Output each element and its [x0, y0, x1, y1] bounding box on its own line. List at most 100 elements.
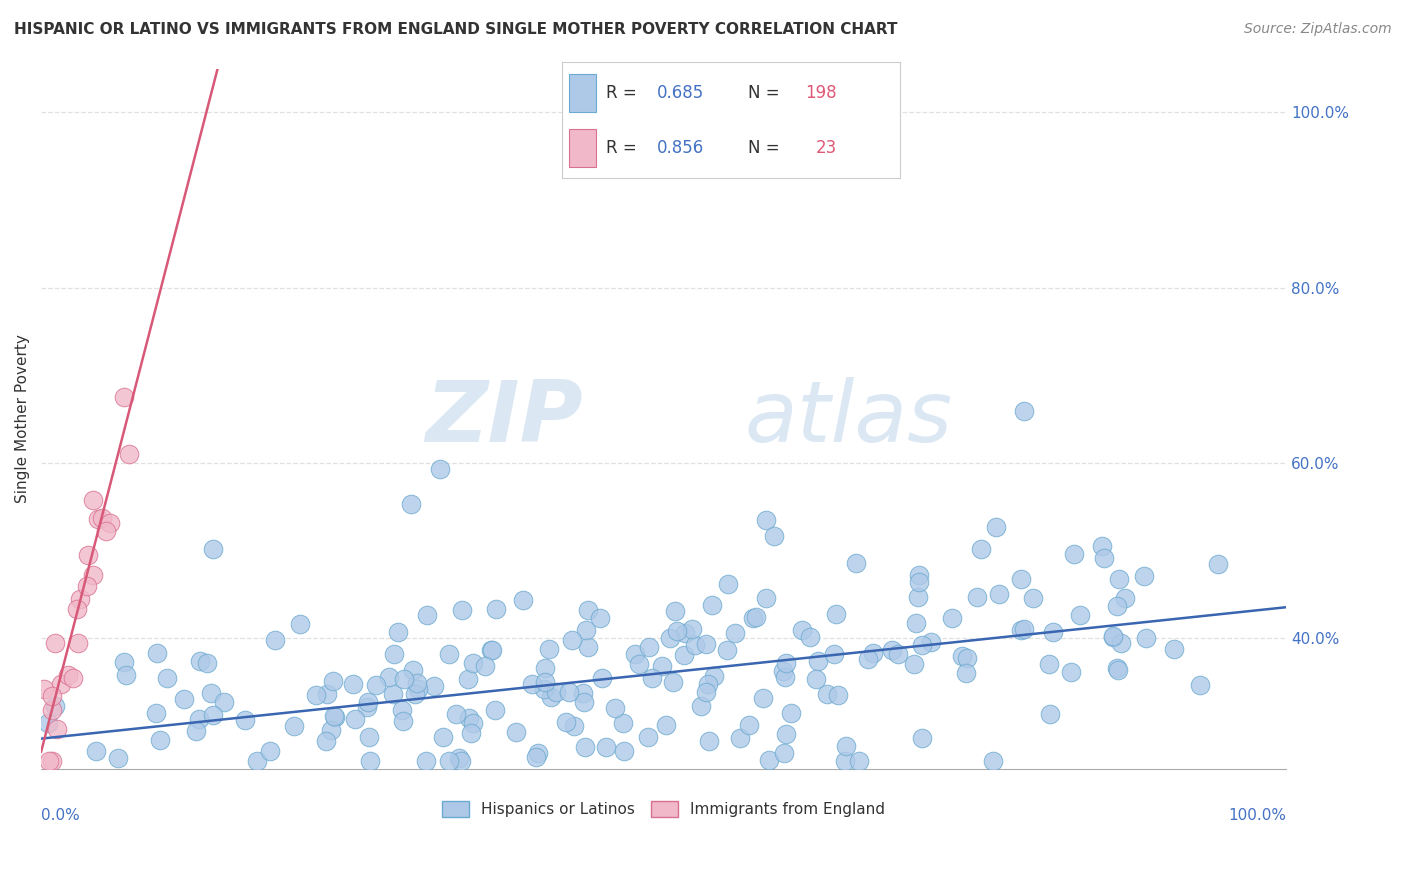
Point: [391, 703, 413, 717]
Text: 198: 198: [806, 84, 837, 102]
Point: [758, 753, 780, 767]
Point: [259, 744, 281, 758]
Point: [96, 524, 118, 539]
Point: [405, 675, 427, 690]
Point: [344, 713, 367, 727]
Point: [485, 602, 508, 616]
Point: [44, 698, 66, 713]
Point: [114, 668, 136, 682]
Point: [603, 701, 626, 715]
Point: [717, 577, 740, 591]
Point: [681, 623, 703, 637]
Point: [87, 512, 110, 526]
Point: [984, 520, 1007, 534]
Point: [825, 607, 848, 621]
Point: [1094, 550, 1116, 565]
Point: [357, 695, 380, 709]
Point: [112, 390, 135, 404]
Text: 0.0%: 0.0%: [41, 808, 80, 822]
Point: [773, 670, 796, 684]
Point: [779, 706, 801, 721]
Point: [799, 630, 821, 644]
Point: [505, 725, 527, 739]
Point: [745, 610, 768, 624]
Point: [399, 497, 422, 511]
Point: [558, 685, 581, 699]
Point: [323, 708, 346, 723]
Point: [1114, 591, 1136, 606]
Point: [32, 682, 55, 697]
Point: [316, 687, 339, 701]
Point: [1060, 665, 1083, 680]
Point: [378, 670, 401, 684]
Point: [595, 740, 617, 755]
Point: [62, 671, 84, 685]
Point: [404, 687, 426, 701]
Point: [76, 579, 98, 593]
Point: [907, 590, 929, 604]
Point: [728, 731, 751, 746]
Point: [173, 691, 195, 706]
Point: [562, 719, 585, 733]
Point: [1189, 678, 1212, 692]
Point: [447, 751, 470, 765]
Point: [651, 659, 673, 673]
Point: [305, 688, 328, 702]
Point: [834, 754, 856, 768]
Point: [402, 663, 425, 677]
Point: [323, 710, 346, 724]
Point: [512, 593, 534, 607]
Point: [752, 691, 775, 706]
Point: [654, 717, 676, 731]
Point: [1101, 629, 1123, 643]
Point: [77, 548, 100, 562]
Point: [724, 626, 747, 640]
Point: [804, 672, 827, 686]
FancyBboxPatch shape: [569, 129, 596, 167]
FancyBboxPatch shape: [569, 74, 596, 112]
Point: [703, 669, 725, 683]
Point: [58, 667, 80, 681]
Point: [574, 740, 596, 755]
Point: [907, 568, 929, 582]
Point: [1014, 403, 1036, 417]
Point: [554, 715, 576, 730]
Point: [145, 706, 167, 720]
Point: [845, 556, 868, 570]
Point: [481, 643, 503, 657]
Point: [772, 665, 794, 679]
Point: [716, 643, 738, 657]
Point: [200, 686, 222, 700]
Point: [382, 687, 405, 701]
Point: [627, 657, 650, 671]
Point: [637, 640, 659, 654]
Point: [457, 711, 479, 725]
Point: [641, 671, 664, 685]
Point: [908, 574, 931, 589]
Point: [484, 703, 506, 717]
Point: [233, 713, 256, 727]
Point: [188, 712, 211, 726]
Point: [460, 725, 482, 739]
Point: [1133, 569, 1156, 583]
Point: [612, 744, 634, 758]
Point: [775, 657, 797, 671]
Point: [1105, 661, 1128, 675]
Point: [540, 690, 562, 704]
Point: [461, 716, 484, 731]
Point: [202, 707, 225, 722]
Point: [966, 590, 988, 604]
Point: [823, 647, 845, 661]
Point: [463, 656, 485, 670]
Text: ZIP: ZIP: [425, 377, 582, 460]
Point: [848, 754, 870, 768]
Point: [118, 447, 141, 461]
Point: [415, 754, 437, 768]
Point: [695, 637, 717, 651]
Point: [673, 625, 696, 640]
Point: [112, 655, 135, 669]
Point: [672, 648, 695, 662]
Point: [1012, 623, 1035, 637]
Point: [911, 731, 934, 745]
Point: [46, 722, 69, 736]
